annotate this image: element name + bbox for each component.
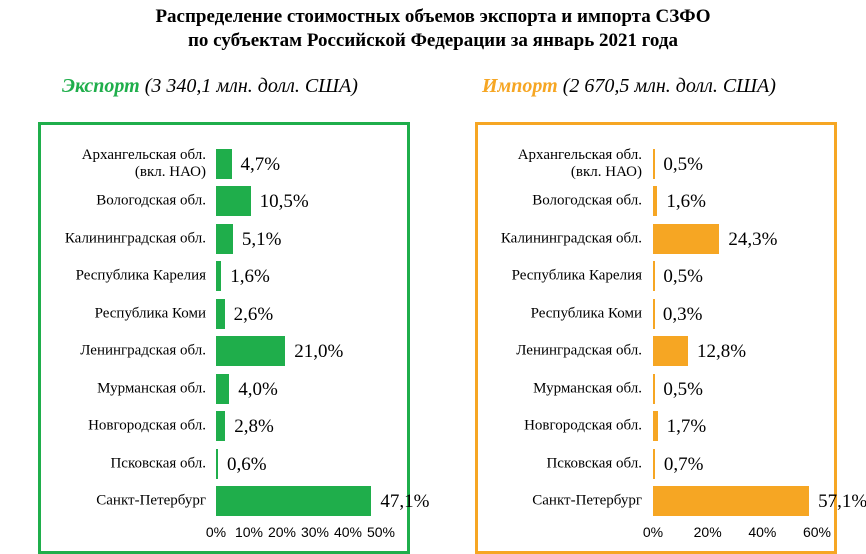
page-title: Распределение стоимостных объемов экспор… — [155, 6, 711, 27]
value-label: 0,3% — [662, 303, 703, 325]
category-label: Республика Карелия — [511, 267, 642, 284]
x-tick-label: 40% — [333, 524, 363, 540]
value-label: 1,7% — [666, 416, 707, 438]
category-label: Псковская обл. — [110, 455, 206, 472]
bar — [653, 448, 655, 479]
x-tick-label: 30% — [300, 524, 330, 540]
chart-subtitle: (2 670,5 млн. долл. США) — [562, 75, 776, 97]
category-label: Мурманская обл. — [533, 380, 642, 397]
value-label: 4,0% — [238, 378, 278, 400]
value-label: 10,5% — [259, 191, 309, 213]
bar — [653, 411, 658, 442]
category-label: Ленинградская обл. — [80, 342, 206, 359]
bar — [653, 373, 655, 404]
x-tick-label: 50% — [366, 524, 396, 540]
category-label: Новгородская обл. — [524, 417, 642, 434]
x-tick-label: 20% — [267, 524, 297, 540]
category-label: Ленинградская обл. — [516, 342, 642, 359]
bar — [653, 261, 655, 292]
category-label: Республика Карелия — [75, 267, 206, 284]
x-tick-label: 0% — [642, 524, 664, 540]
bar — [653, 486, 810, 517]
value-label: 1,6% — [666, 191, 706, 213]
category-label: Новгородская обл. — [88, 417, 206, 434]
value-label: 2,6% — [233, 303, 274, 325]
chart-title: Импорт — [482, 75, 558, 97]
value-label: 21,0% — [294, 341, 344, 363]
category-label: Санкт-Петербург — [532, 492, 642, 509]
x-tick-label: 40% — [748, 524, 777, 540]
x-tick-label: 0% — [205, 524, 227, 540]
category-label: Архангельская обл. (вкл. НАО) — [517, 146, 642, 180]
value-label: 0,5% — [663, 153, 703, 175]
chart-subtitle: (3 340,1 млн. долл. США) — [144, 75, 358, 97]
category-label: Архангельская обл. (вкл. НАО) — [81, 146, 206, 180]
value-label: 0,7% — [663, 453, 704, 475]
value-label: 0,5% — [663, 378, 703, 400]
bar — [216, 186, 251, 217]
value-label: 2,8% — [234, 416, 274, 438]
chart-frame — [38, 122, 410, 554]
x-tick-label: 10% — [234, 524, 264, 540]
category-label: Калининградская обл. — [64, 230, 206, 247]
chart-heading: Импорт (2 670,5 млн. долл. США) — [482, 75, 776, 98]
bar — [216, 298, 225, 329]
bar — [216, 223, 233, 254]
page-title: по субъектам Российской Федерации за янв… — [187, 30, 678, 51]
bar — [653, 298, 655, 329]
value-label: 4,7% — [240, 153, 281, 175]
category-label: Республика Коми — [530, 305, 642, 322]
value-label: 0,5% — [663, 266, 703, 288]
category-label: Калининградская обл. — [500, 230, 642, 247]
category-label: Вологодская обл. — [96, 192, 206, 209]
bar — [216, 411, 226, 442]
category-label: Санкт-Петербург — [96, 492, 206, 509]
bar — [216, 148, 232, 179]
value-label: 1,6% — [230, 266, 270, 288]
x-tick-label: 60% — [802, 524, 832, 540]
value-label: 47,1% — [380, 491, 430, 513]
value-label: 24,3% — [728, 228, 778, 250]
chart-title: Экспорт — [62, 75, 140, 97]
bar — [216, 336, 286, 367]
bar — [216, 486, 372, 517]
value-label: 12,8% — [696, 341, 747, 363]
category-label: Псковская обл. — [546, 455, 642, 472]
value-label: 57,1% — [818, 491, 866, 513]
bar — [653, 336, 688, 367]
chart-frame — [475, 122, 837, 554]
bar — [216, 261, 222, 292]
category-label: Мурманская обл. — [97, 380, 206, 397]
bar — [216, 373, 230, 404]
bar — [653, 186, 658, 217]
value-label: 0,6% — [226, 453, 267, 475]
category-label: Республика Коми — [94, 305, 206, 322]
category-label: Вологодская обл. — [532, 192, 642, 209]
x-tick-label: 20% — [693, 524, 722, 540]
chart-heading: Экспорт (3 340,1 млн. долл. США) — [62, 75, 358, 98]
value-label: 5,1% — [241, 228, 282, 250]
bar — [653, 223, 720, 254]
bar — [653, 148, 655, 179]
bar — [216, 448, 218, 479]
